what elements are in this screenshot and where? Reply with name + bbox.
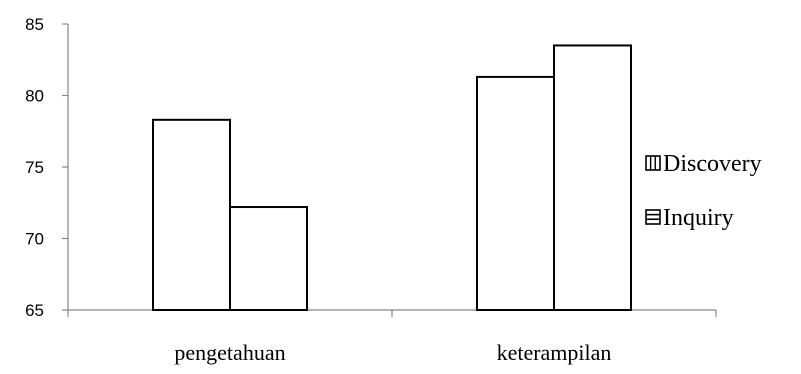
- bar-inquiry-keterampilan: [553, 44, 632, 311]
- bar-inquiry-pengetahuan: [229, 206, 308, 311]
- y-tick-label: 85: [25, 15, 44, 34]
- y-tick-label: 75: [25, 158, 44, 177]
- x-axis: [67, 309, 717, 317]
- legend-item-inquiry: Inquiry: [645, 205, 734, 231]
- legend: Discovery Inquiry: [645, 151, 762, 231]
- y-tick-label: 65: [25, 301, 44, 320]
- category-labels: pengetahuan keterampilan: [174, 340, 611, 365]
- category-label: pengetahuan: [174, 340, 285, 365]
- legend-label: Inquiry: [663, 205, 734, 231]
- y-tick-label: 80: [25, 87, 44, 106]
- legend-swatch-icon: [645, 209, 661, 225]
- bars: [152, 44, 632, 311]
- legend-label: Discovery: [663, 151, 762, 177]
- y-axis: 65 70 75 80 85: [25, 15, 69, 320]
- legend-swatch-icon: [645, 155, 661, 171]
- legend-item-discovery: Discovery: [645, 151, 762, 177]
- category-label: keterampilan: [497, 340, 612, 365]
- y-tick-label: 70: [25, 230, 44, 249]
- bar-discovery-pengetahuan: [152, 118, 231, 311]
- bar-discovery-keterampilan: [476, 75, 555, 311]
